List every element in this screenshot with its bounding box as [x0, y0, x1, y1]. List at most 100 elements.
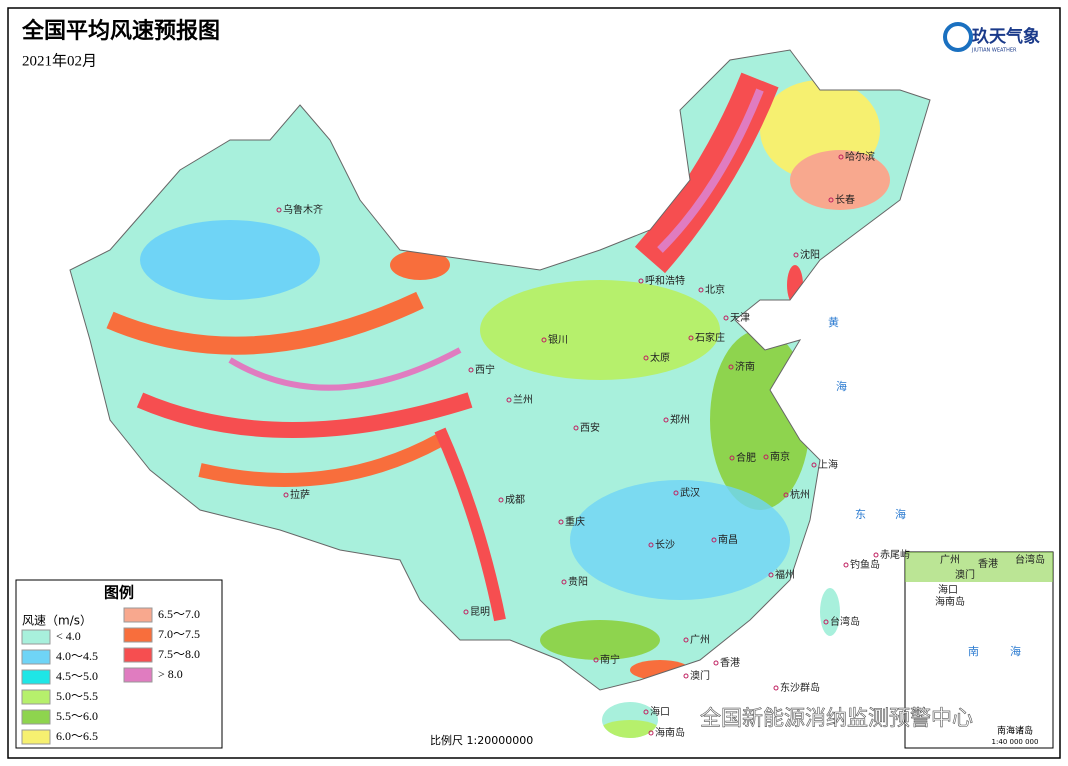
- city-label: 台湾岛: [830, 615, 860, 628]
- city-label: 广州: [690, 634, 710, 646]
- legend-label: > 8.0: [158, 667, 183, 681]
- inset-title: 南海诸岛: [997, 725, 1033, 737]
- city-label: 成都: [505, 494, 525, 506]
- city-dot: [643, 709, 649, 715]
- legend-label: 4.0～4.5: [56, 649, 98, 663]
- city-dot: [811, 462, 817, 468]
- sea-label: 东: [855, 508, 866, 521]
- city-label: 呼和浩特: [645, 275, 685, 287]
- city-dot: [561, 579, 567, 585]
- city-label: 重庆: [565, 515, 585, 528]
- city-dot: [683, 637, 689, 643]
- city-label: 合肥: [736, 451, 756, 464]
- subtitle: 2021年02月: [22, 52, 97, 69]
- city-label: 乌鲁木齐: [283, 203, 323, 216]
- city-label: 南京: [770, 450, 790, 463]
- city-dot: [793, 252, 799, 258]
- city-label: 郑州: [670, 413, 690, 426]
- scale: 比例尺 1:20000000: [430, 733, 533, 747]
- city-dot: [558, 519, 564, 525]
- city-label: 北京: [705, 283, 725, 296]
- city-dot: [638, 278, 644, 284]
- legend-label: 6.0～6.5: [56, 729, 98, 743]
- city-dot: [541, 337, 547, 343]
- city-label: 贵阳: [568, 575, 588, 588]
- logo-name: 玖天气象: [972, 26, 1040, 47]
- city-dot: [823, 619, 829, 625]
- city-label: 钓鱼岛: [850, 558, 880, 571]
- city-dot: [573, 425, 579, 431]
- city-label: 西安: [580, 421, 600, 434]
- city-dot: [763, 454, 769, 460]
- inset-frame: [904, 551, 1054, 749]
- city-dot: [838, 154, 844, 160]
- legend-swatch: [21, 649, 51, 665]
- sea-label: 海: [836, 379, 847, 393]
- city-dot: [728, 364, 734, 370]
- border: [69, 49, 931, 691]
- city-label: 昆明: [470, 606, 490, 618]
- city-dot: [673, 490, 679, 496]
- city-label: 天津: [730, 312, 750, 324]
- watermark: 全国新能源消纳监测预警中心: [700, 706, 973, 730]
- legend-label: 7.5～8.0: [158, 647, 200, 661]
- inset-label: 澳门: [955, 568, 975, 581]
- city-label: 南宁: [600, 653, 620, 666]
- city-dot: [843, 562, 849, 568]
- legend-swatch: [21, 689, 51, 705]
- city-label: 澳门: [690, 669, 710, 682]
- city-label: 石家庄: [695, 331, 725, 344]
- city-label: 兰州: [513, 393, 533, 406]
- city-label: 济南: [735, 360, 755, 373]
- city-dot: [783, 492, 789, 498]
- inset-label: 海口: [938, 583, 958, 596]
- city-label: 海口: [650, 705, 670, 718]
- city-dot: [698, 287, 704, 293]
- legend-swatch: [123, 647, 153, 663]
- legend-swatch: [123, 627, 153, 643]
- city-label: 太原: [650, 351, 670, 364]
- city-dot: [688, 335, 694, 341]
- sea-label: 南: [968, 645, 979, 658]
- sea-label: 黄: [828, 315, 839, 329]
- legend-title: 图例: [104, 584, 134, 602]
- inset-scale: 1:40 000 000: [992, 738, 1039, 746]
- city-dot: [663, 417, 669, 423]
- city-label: 武汉: [680, 486, 700, 499]
- city-dot: [276, 207, 282, 213]
- city-label: 福州: [775, 568, 795, 581]
- city-dot: [643, 355, 649, 361]
- city-label: 沈阳: [800, 248, 820, 261]
- city-dot: [593, 657, 599, 663]
- city-dot: [723, 315, 729, 321]
- city-dot: [506, 397, 512, 403]
- inset-land: [905, 552, 1053, 582]
- legend-label: 4.5～5.0: [56, 669, 98, 683]
- legend-swatch: [21, 729, 51, 745]
- city-label: 赤尾屿: [880, 549, 910, 561]
- logo-mark: [943, 22, 973, 52]
- city-dot: [768, 572, 774, 578]
- legend-swatch: [123, 607, 153, 623]
- inset-label: 台湾岛: [1015, 553, 1045, 566]
- city-label: 银川: [548, 333, 568, 346]
- city-dot: [683, 673, 689, 679]
- city-label: 长春: [835, 194, 855, 206]
- city-label: 海南岛: [655, 726, 685, 739]
- city-label: 哈尔滨: [845, 150, 875, 163]
- legend-label: 5.5～6.0: [56, 709, 98, 723]
- legend-label: 5.0～5.5: [56, 689, 98, 703]
- city-dot: [283, 492, 289, 498]
- legend-label: 7.0～7.5: [158, 627, 200, 641]
- city-dot: [828, 197, 834, 203]
- city-dot: [873, 552, 879, 558]
- city-dot: [729, 455, 735, 461]
- inset-label: 海南岛: [935, 595, 965, 608]
- legend-unit: 风速（m/s）: [22, 614, 92, 628]
- frame: [7, 7, 1061, 759]
- legend-swatch: [123, 667, 153, 683]
- city-dot: [648, 542, 654, 548]
- city-dot: [463, 609, 469, 615]
